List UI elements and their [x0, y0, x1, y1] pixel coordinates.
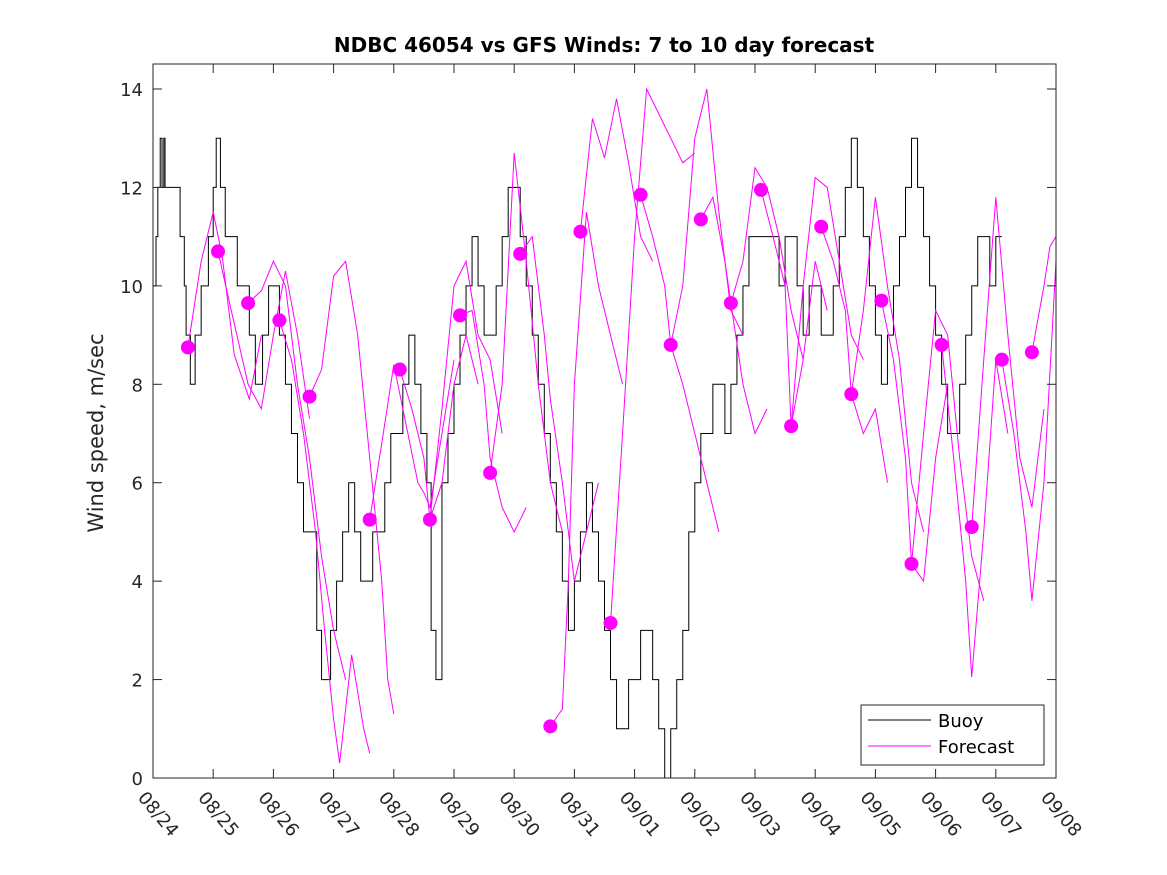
- forecast-start-marker: [934, 337, 949, 352]
- legend-label-forecast: Forecast: [938, 737, 1014, 758]
- forecast-line: [309, 260, 395, 715]
- plot-frame: [152, 63, 1057, 779]
- forecast-start-marker: [754, 182, 769, 197]
- legend-box: [860, 704, 1045, 766]
- forecast-start-marker: [573, 224, 588, 239]
- forecast-start-marker: [964, 520, 979, 535]
- forecast-start-marker: [543, 719, 558, 734]
- y-tick-label: 12: [120, 178, 143, 199]
- buoy-series: [153, 137, 1002, 778]
- forecast-start-marker: [272, 313, 287, 328]
- y-tick-label: 4: [132, 572, 143, 593]
- forecast-start-marker: [693, 212, 708, 227]
- forecast-start-marker: [362, 512, 377, 527]
- forecast-line: [399, 334, 479, 520]
- y-tick-label: 2: [132, 671, 143, 692]
- forecast-line: [1031, 236, 1056, 353]
- forecast-line: [519, 235, 599, 582]
- forecast-start-marker: [302, 389, 317, 404]
- forecast-start-marker: [723, 296, 738, 311]
- forecast-start-marker: [241, 296, 256, 311]
- forecast-start-marker: [904, 556, 919, 571]
- forecast-line: [850, 197, 925, 533]
- forecast-series: [180, 87, 1056, 764]
- forecast-start-marker: [844, 387, 859, 402]
- y-tick-label: 6: [132, 474, 143, 495]
- forecast-line: [429, 259, 503, 520]
- y-tick-label: 10: [120, 277, 143, 298]
- forecast-line: [217, 251, 311, 419]
- forecast-start-marker: [211, 244, 226, 259]
- y-tick-label: 14: [120, 80, 143, 101]
- forecast-start-marker: [874, 293, 889, 308]
- forecast-line: [1001, 261, 1056, 601]
- forecast-line: [247, 260, 347, 680]
- forecast-start-marker: [603, 615, 618, 630]
- y-tick-label: 0: [132, 769, 143, 790]
- forecast-start-marker: [814, 219, 829, 234]
- forecast-start-marker: [422, 512, 437, 527]
- forecast-line: [489, 152, 563, 533]
- forecast-line: [790, 176, 864, 427]
- y-axis: 0 2 4 6 8 10 12 14: [120, 80, 1056, 790]
- plot-area: [153, 87, 1056, 778]
- buoy-line: [153, 137, 1002, 778]
- forecast-line: [369, 359, 455, 520]
- forecast-line: [579, 98, 654, 262]
- forecast-line: [278, 320, 371, 764]
- forecast-start-marker: [392, 362, 407, 377]
- forecast-start-marker: [453, 308, 468, 323]
- forecast-start-marker: [633, 187, 648, 202]
- forecast-line: [971, 197, 1045, 528]
- legend-label-buoy: Buoy: [938, 711, 984, 732]
- forecast-start-marker: [1024, 345, 1039, 360]
- forecast-line: [670, 88, 744, 346]
- chart-title: NDBC 46054 vs GFS Winds: 7 to 10 day for…: [334, 33, 875, 57]
- forecast-line: [640, 194, 720, 533]
- forecast-start-marker: [180, 340, 195, 355]
- forecast-line: [549, 211, 624, 727]
- forecast-line: [459, 309, 527, 534]
- legend: Buoy Forecast: [860, 704, 1045, 766]
- forecast-start-marker: [483, 465, 498, 480]
- forecast-start-marker: [663, 337, 678, 352]
- y-axis-label: Wind speed, m/sec: [84, 333, 108, 532]
- forecast-start-marker: [994, 352, 1009, 367]
- forecast-line: [911, 308, 985, 601]
- y-tick-label: 8: [132, 375, 143, 396]
- forecast-start-marker: [784, 419, 799, 434]
- forecast-line: [610, 87, 696, 624]
- forecast-start-marker: [513, 246, 528, 261]
